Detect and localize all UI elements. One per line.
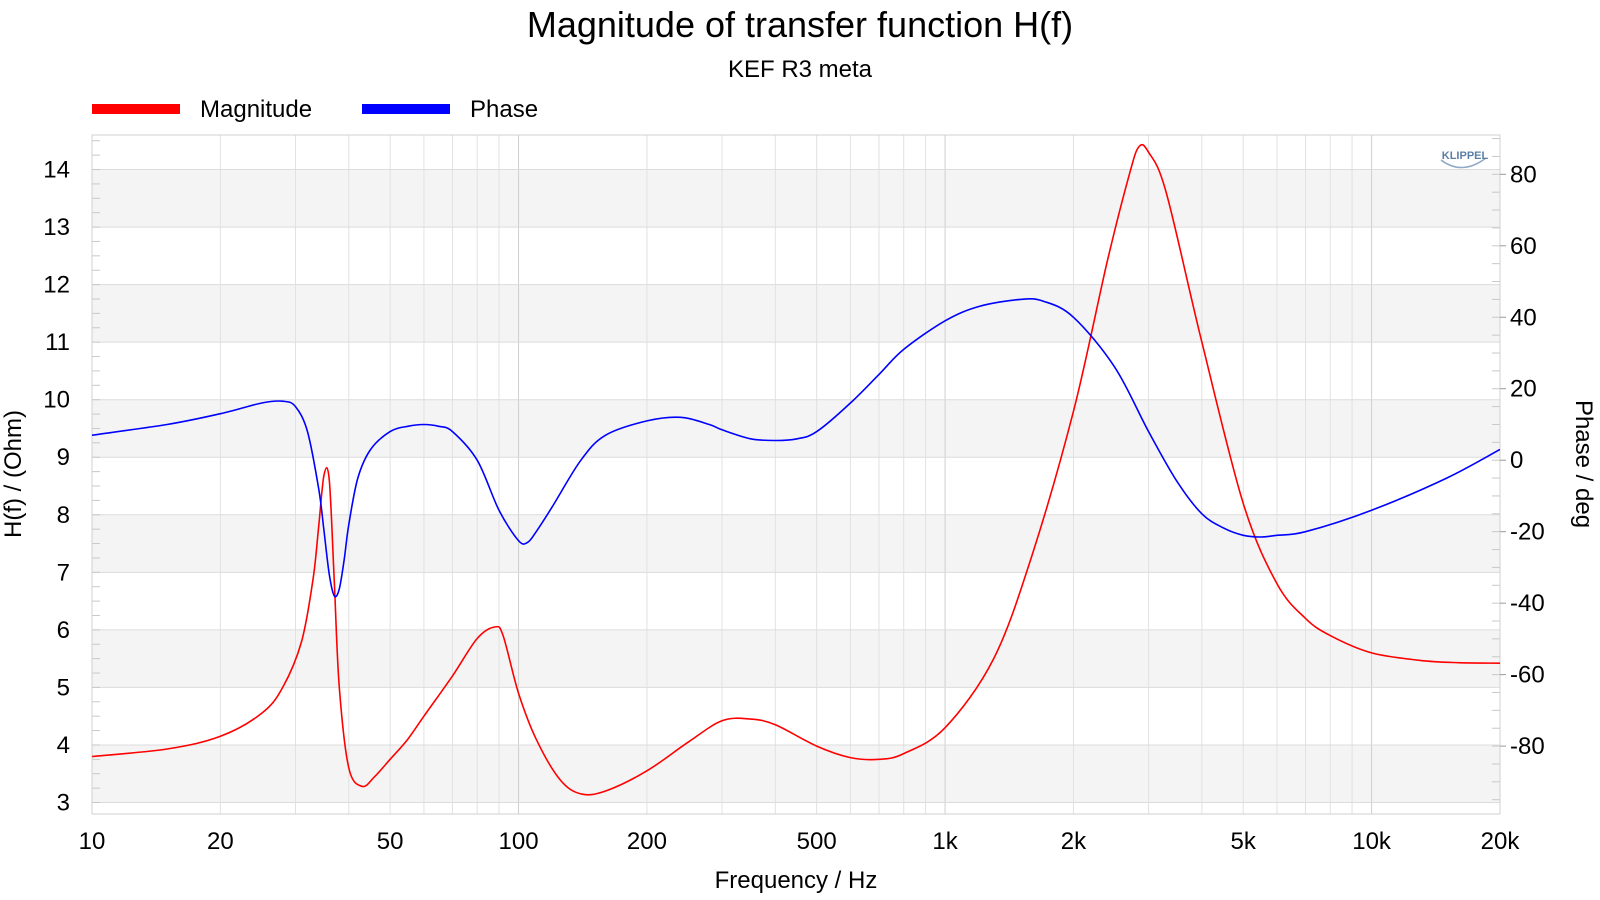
x-tick-label: 100 [499,828,539,855]
logo-text: KLIPPEL [1442,150,1489,162]
y-left-tick-label: 6 [57,617,70,644]
series-line-magnitude [92,143,1500,796]
y-right-tick-label: -80 [1510,733,1545,760]
y-right-tick-label: 0 [1510,447,1523,474]
x-tick-label: 500 [797,828,837,855]
y-left-tick-label: 3 [57,789,70,816]
y-right-tick-label: -20 [1510,519,1545,546]
y-right-tick-label: 60 [1510,233,1537,260]
legend-label-magnitude: Magnitude [200,96,312,123]
plot-frame [91,134,1501,815]
y-right-tick-label: 20 [1510,376,1537,403]
legend: Magnitude Phase [92,96,538,123]
plot-band [92,169,1500,228]
x-tick-label: 50 [377,828,404,855]
plot-band [92,514,1500,573]
plot-band [92,399,1500,458]
y-right-tick-label: 80 [1510,161,1537,188]
x-axis: 10 20 50 100 200 500 1k 2k 5k 10k 20k [79,828,1521,855]
x-tick-label: 2k [1061,828,1087,855]
chart-subtitle: KEF R3 meta [728,56,873,83]
y-axis-label-right: Phase / deg [1570,400,1597,528]
x-tick-label: 5k [1231,828,1257,855]
legend-label-phase: Phase [470,96,538,123]
y-left-tick-label: 11 [45,329,70,356]
plot-background [92,135,1500,814]
x-tick-label: 200 [627,828,667,855]
x-tick-label: 1k [932,828,958,855]
legend-swatch-phase [362,104,450,114]
x-tick-label: 10k [1352,828,1392,855]
y-left-tick-label: 12 [43,272,70,299]
x-axis-label: Frequency / Hz [715,867,878,894]
y-right-tick-label: -60 [1510,662,1545,689]
y-axis-label-left: H(f) / (Ohm) [0,410,27,538]
y-left-tick-label: 13 [43,214,70,241]
y-right-tick-label: -40 [1510,590,1545,617]
plot-band [92,744,1500,803]
logo-swoosh [1440,157,1487,169]
y-right-tick-label: 40 [1510,304,1537,331]
x-tick-label: 20 [207,828,234,855]
plot-area [91,134,1501,815]
y-left-tick-label: 5 [57,674,70,701]
y-axis-right: -80 -60 -40 -20 0 20 40 60 80 [1500,161,1545,760]
x-tick-label: 10 [79,828,106,855]
y-left-tick-label: 14 [43,157,70,184]
y-axis-left: 3 4 5 6 7 8 9 10 11 12 13 14 [43,157,70,817]
plot-band [92,629,1500,688]
y-left-tick-label: 8 [57,502,70,529]
series-layer [92,143,1500,796]
y-left-tick-label: 10 [43,387,70,414]
series-line-phase [92,297,1500,598]
plot-bands [92,169,1500,803]
x-tick-label: 20k [1481,828,1521,855]
y-left-tick-label: 9 [57,444,70,471]
chart-title: Magnitude of transfer function H(f) [527,4,1073,45]
legend-swatch-magnitude [92,104,180,114]
plot-band [92,284,1500,343]
klippel-logo: KLIPPEL [1440,150,1489,169]
y-left-tick-label: 4 [57,732,70,759]
y-left-tick-label: 7 [57,559,70,586]
